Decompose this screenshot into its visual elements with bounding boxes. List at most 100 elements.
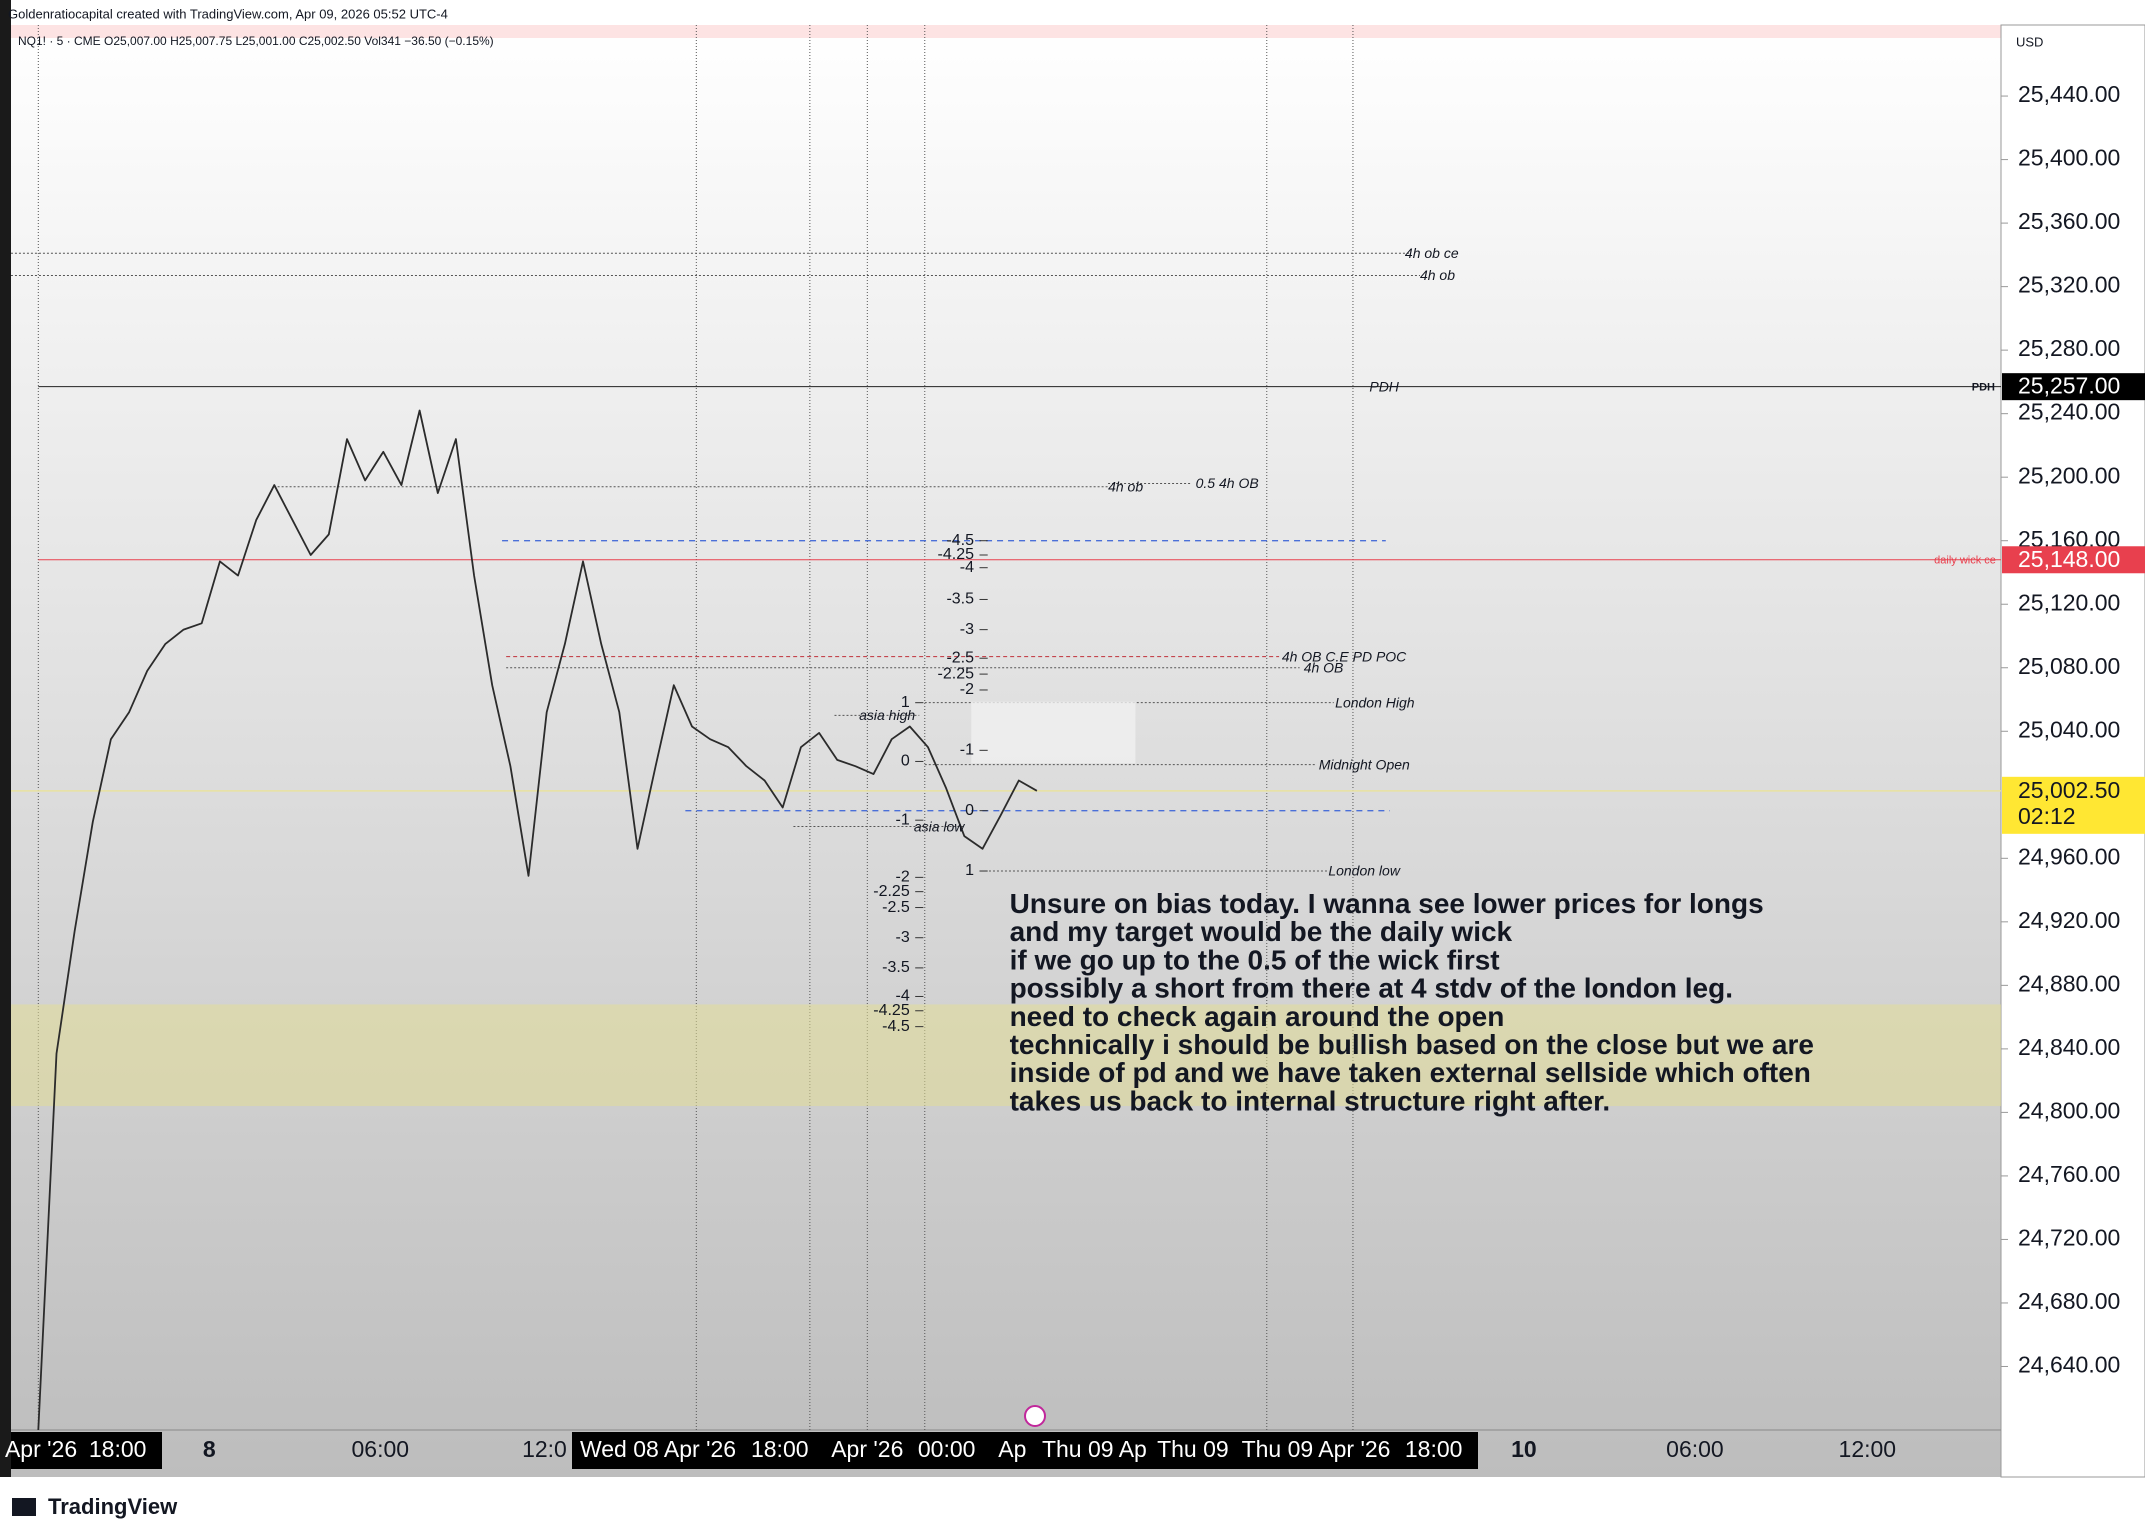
level-label: asia low [914, 818, 965, 834]
y-tick-label: 24,840.00 [2018, 1034, 2120, 1060]
y-tick-label: 24,720.00 [2018, 1225, 2120, 1251]
countdown: 02:12 [2018, 803, 2076, 829]
y-tick-label: 25,240.00 [2018, 399, 2120, 425]
fib-label: -3.5 [946, 591, 974, 608]
y-tick-label: 25,360.00 [2018, 208, 2120, 234]
note-line: and my target would be the daily wick [1010, 916, 1513, 947]
y-tick-label: 24,800.00 [2018, 1097, 2120, 1123]
x-tick-label: Ap [998, 1436, 1026, 1462]
fib-label: -2.5 [946, 649, 974, 666]
fib-label: -3 [960, 621, 974, 638]
time-highlight [11, 1432, 162, 1469]
price-badge-label: 25,148.00 [2018, 546, 2120, 572]
x-tick-label: Apr '26 [831, 1436, 903, 1462]
note-line: technically i should be bullish based on… [1010, 1029, 1814, 1060]
price-badge-label: 25,257.00 [2018, 373, 2120, 399]
y-tick-label: 25,280.00 [2018, 335, 2120, 361]
x-tick-label: 18:00 [1405, 1436, 1463, 1462]
x-tick-label: Thu 09 [1157, 1436, 1229, 1462]
note-line: inside of pd and we have taken external … [1010, 1057, 1811, 1088]
level-label: asia high [859, 707, 915, 723]
y-tick-label: 25,040.00 [2018, 716, 2120, 742]
x-tick-label: Thu 09 Apr '26 [1242, 1436, 1391, 1462]
x-tick-label: 10 [1511, 1436, 1537, 1462]
y-tick-label: 25,200.00 [2018, 462, 2120, 488]
fib-label: -3.5 [882, 959, 910, 976]
x-tick-label: 12:0 [522, 1436, 567, 1462]
last-price-label: 25,002.50 [2018, 777, 2120, 803]
level-label: London low [1328, 863, 1401, 879]
level-label: 0.5 4h OB [1196, 475, 1259, 491]
y-tick-label: 24,880.00 [2018, 970, 2120, 996]
fib-label: 1 [965, 862, 974, 879]
zone [11, 1004, 2001, 1107]
axis-unit: USD [2016, 34, 2043, 49]
level-label: 4h ob [1420, 267, 1455, 283]
fib-label: -4 [960, 559, 974, 576]
level-label: London High [1335, 694, 1415, 710]
plot [11, 25, 2001, 1430]
fib-label: -2.25 [938, 665, 975, 682]
fib-label: -2.25 [873, 883, 910, 900]
x-tick-label: 06:00 [1666, 1436, 1724, 1462]
y-tick-label: 24,920.00 [2018, 907, 2120, 933]
note-line: Unsure on bias today. I wanna see lower … [1010, 888, 1764, 919]
fib-label: 0 [965, 802, 974, 819]
fib-label: -4.25 [938, 546, 975, 563]
y-tick-label: 24,680.00 [2018, 1288, 2120, 1314]
left-border [0, 0, 11, 1477]
y-tick-label: 24,640.00 [2018, 1352, 2120, 1378]
x-tick-label: 12:00 [1839, 1436, 1897, 1462]
price-badge [2002, 546, 2145, 574]
fib-label: -2 [960, 681, 974, 698]
range-box [971, 701, 1136, 764]
fib-label: -4.25 [873, 1002, 910, 1019]
y-tick-label: 25,320.00 [2018, 272, 2120, 298]
price-badge [2002, 373, 2145, 401]
y-tick-label: 24,960.00 [2018, 843, 2120, 869]
time-highlight [572, 1432, 1478, 1469]
note-line: if we go up to the 0.5 of the wick first [1010, 944, 1500, 975]
x-tick-label: 18:00 [89, 1436, 147, 1462]
level-label: 4h ob [1108, 478, 1143, 494]
symbol-legend: NQ1! · 5 · CME O25,007.00 H25,007.75 L25… [18, 34, 494, 48]
fib-label: -4.5 [946, 532, 974, 549]
y-tick-label: 25,440.00 [2018, 81, 2120, 107]
level-label: 4h ob ce [1405, 245, 1459, 261]
last-price-badge [2002, 776, 2145, 834]
credit: Goldenratiocapital created with TradingV… [8, 6, 448, 21]
footer-logo: TradingView [48, 1494, 178, 1519]
fib-label: 1 [901, 694, 910, 711]
top-strip [11, 25, 2001, 38]
event-icon[interactable] [1024, 1405, 1046, 1427]
level-label: 4h OB C.E PD POC [1282, 648, 1407, 664]
y-tick-label: 25,400.00 [2018, 145, 2120, 171]
y-tick-label: 24,760.00 [2018, 1161, 2120, 1187]
level-label: 4h OB [1304, 659, 1344, 675]
note-line: takes us back to internal structure righ… [1010, 1085, 1611, 1116]
fib-label: -1 [960, 742, 974, 759]
fib-label: -3 [895, 929, 909, 946]
fib-label: -2 [895, 869, 909, 886]
y-tick-label: 25,120.00 [2018, 589, 2120, 615]
x-tick-label: Wed 08 Apr '26 [580, 1436, 736, 1462]
level-label: PDH [1369, 378, 1399, 394]
x-tick-label: 06:00 [352, 1436, 410, 1462]
logo-icon [12, 1498, 36, 1516]
fib-label: -4 [895, 988, 909, 1005]
level-label: Midnight Open [1319, 756, 1410, 772]
fib-label: 0 [901, 753, 910, 770]
x-tick-label: 00:00 [918, 1436, 976, 1462]
level-label: PDH [1972, 382, 1995, 394]
fib-label: -1 [895, 811, 909, 828]
y-tick-label: 25,080.00 [2018, 653, 2120, 679]
x-tick-label: 8 [203, 1436, 216, 1462]
x-tick-label: Apr '26 [5, 1436, 77, 1462]
x-tick-label: Thu 09 Ap [1042, 1436, 1147, 1462]
fib-label: -2.5 [882, 899, 910, 916]
x-tick-label: 18:00 [751, 1436, 809, 1462]
note-line: need to check again around the open [1010, 1001, 1505, 1032]
note-line: possibly a short from there at 4 stdv of… [1010, 973, 1733, 1004]
